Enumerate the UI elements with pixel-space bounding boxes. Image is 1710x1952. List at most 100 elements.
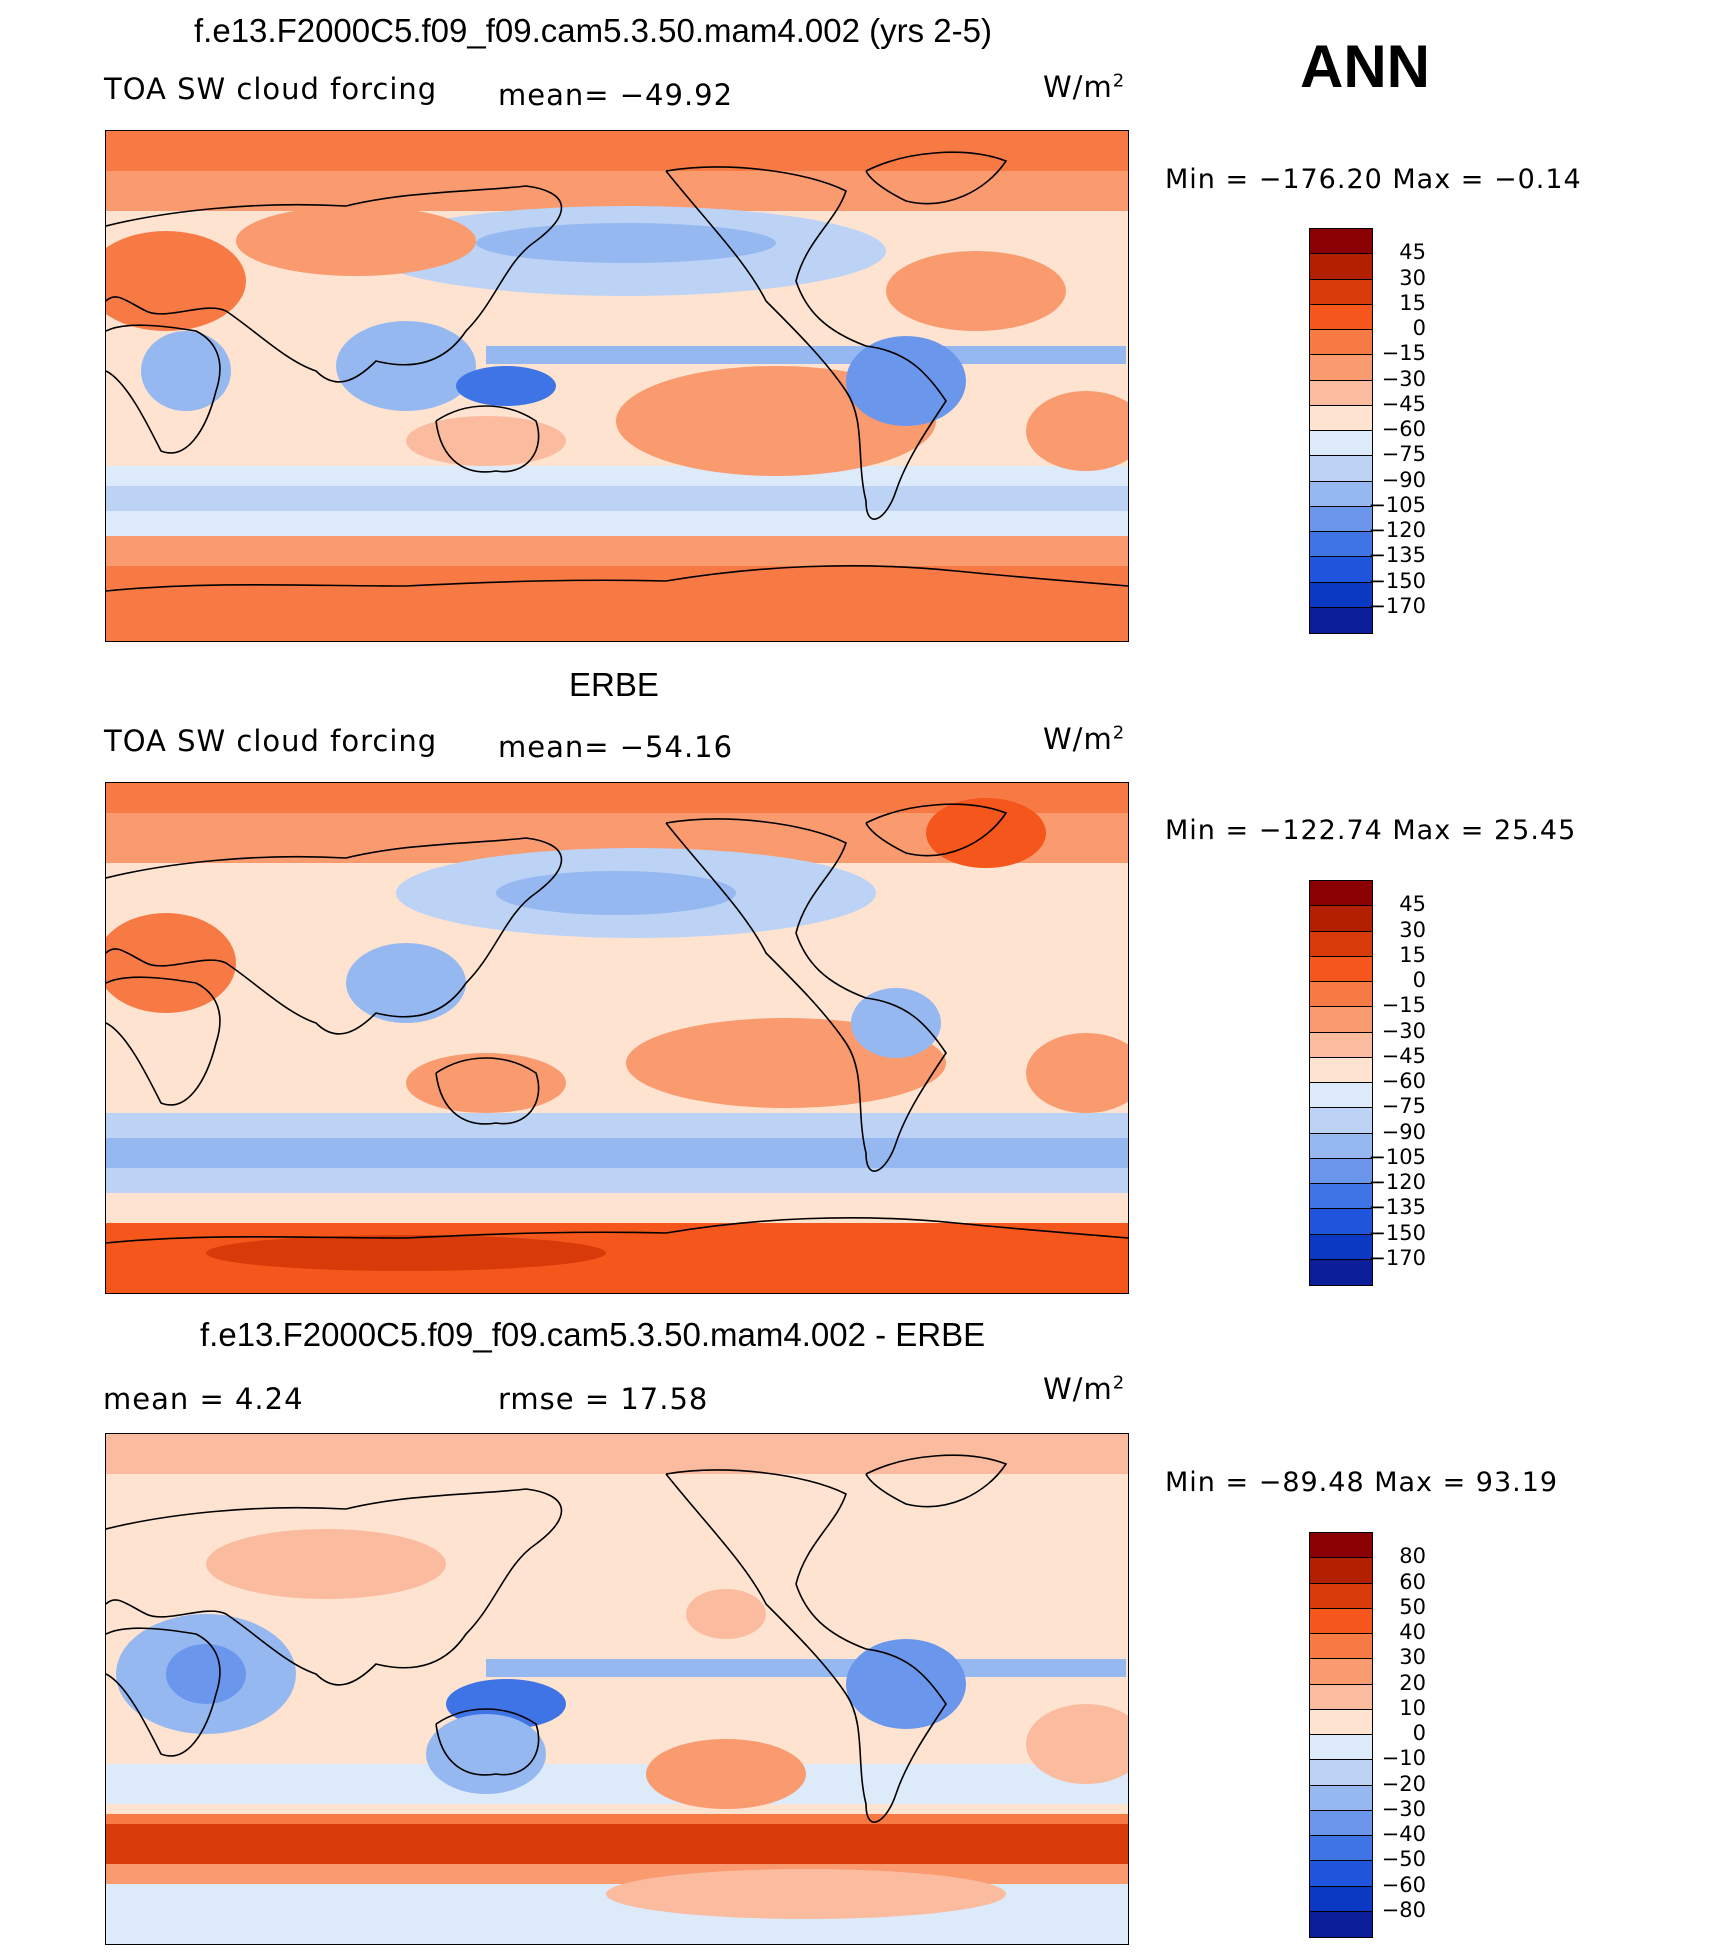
panel3-unit: W/m2 (1043, 1372, 1126, 1406)
colorbar-swatch (1310, 931, 1372, 957)
colorbar-swatch (1310, 982, 1372, 1008)
colorbar-swatch (1310, 1684, 1372, 1710)
colorbar-tick-label: 45 (1399, 892, 1426, 917)
panel1-colorbar (1309, 228, 1373, 634)
panel3-map (105, 1433, 1129, 1945)
colorbar-swatch (1310, 456, 1372, 482)
colorbar-swatch (1310, 1083, 1372, 1109)
panel2-mean: mean= −54.16 (498, 730, 734, 764)
panel3-rmse: rmse = 17.58 (498, 1382, 709, 1416)
colorbar-tick-label: 40 (1399, 1620, 1426, 1644)
panel2-unit: W/m2 (1043, 722, 1126, 756)
colorbar-tick-label: −150 (1368, 568, 1426, 593)
colorbar-tick-label: −135 (1368, 1195, 1426, 1220)
colorbar-swatch (1310, 1234, 1372, 1260)
colorbar-swatch (1310, 1760, 1372, 1786)
colorbar-tick-label: 30 (1399, 1645, 1426, 1670)
colorbar-tick-label: −20 (1381, 1771, 1426, 1796)
colorbar-tick-label: −105 (1368, 492, 1426, 517)
colorbar-tick-label: −45 (1381, 1043, 1426, 1068)
panel3-minmax: Min = −89.48 Max = 93.19 (1165, 1467, 1559, 1498)
colorbar-tick-label: −15 (1381, 993, 1426, 1018)
colorbar-swatch (1310, 1007, 1372, 1033)
colorbar-swatch (1310, 1810, 1372, 1836)
colorbar-tick-label: −150 (1368, 1220, 1426, 1245)
colorbar-tick-label: 60 (1399, 1569, 1426, 1594)
colorbar-swatch (1310, 557, 1372, 583)
panel1-minmax: Min = −176.20 Max = −0.14 (1165, 164, 1582, 195)
panel1-unit: W/m2 (1043, 70, 1126, 104)
panel3-colorbar-swatches (1310, 1533, 1372, 1937)
colorbar-swatch (1310, 1158, 1372, 1184)
colorbar-swatch (1310, 1057, 1372, 1083)
colorbar-swatch (1310, 1886, 1372, 1912)
colorbar-swatch (1310, 1032, 1372, 1058)
colorbar-tick-label: −90 (1381, 1119, 1426, 1144)
colorbar-tick-label: −90 (1381, 467, 1426, 492)
panel3-title: f.e13.F2000C5.f09_f09.cam5.3.50.mam4.002… (200, 1316, 986, 1353)
colorbar-tick-label: −80 (1381, 1897, 1426, 1922)
colorbar-tick-label: −50 (1381, 1847, 1426, 1872)
colorbar-swatch (1310, 1184, 1372, 1210)
colorbar-swatch (1310, 1861, 1372, 1887)
panel1-field-label: TOA SW cloud forcing (104, 72, 438, 106)
colorbar-swatch (1310, 1608, 1372, 1634)
colorbar-tick-label: −60 (1381, 417, 1426, 441)
colorbar-swatch (1310, 1785, 1372, 1811)
colorbar-swatch (1310, 279, 1372, 305)
panel2-map (105, 782, 1129, 1294)
colorbar-tick-label: −30 (1381, 366, 1426, 391)
colorbar-tick-label: −120 (1368, 518, 1426, 542)
season-label: ANN (1300, 33, 1430, 100)
colorbar-swatch (1310, 481, 1372, 507)
colorbar-tick-label: 30 (1399, 917, 1426, 942)
colorbar-tick-label: −40 (1381, 1822, 1426, 1846)
colorbar-swatch (1310, 229, 1372, 255)
colorbar-tick-label: 0 (1412, 1721, 1426, 1745)
panel1-colorbar-swatches (1310, 229, 1372, 633)
colorbar-swatch (1310, 330, 1372, 356)
colorbar-swatch (1310, 506, 1372, 532)
colorbar-tick-label: −60 (1381, 1069, 1426, 1093)
colorbar-tick-label: 80 (1399, 1544, 1426, 1569)
colorbar-swatch (1310, 1259, 1372, 1285)
colorbar-swatch (1310, 304, 1372, 330)
colorbar-tick-label: 0 (1412, 316, 1426, 340)
panel1-map (105, 130, 1129, 642)
colorbar-swatch (1310, 1836, 1372, 1862)
colorbar-swatch (1310, 1558, 1372, 1584)
panel2-title: ERBE (569, 666, 659, 703)
colorbar-swatch (1310, 532, 1372, 558)
colorbar-tick-label: 15 (1399, 290, 1426, 315)
colorbar-swatch (1310, 1583, 1372, 1609)
colorbar-tick-label: −30 (1381, 1018, 1426, 1043)
colorbar-swatch (1310, 1634, 1372, 1660)
colorbar-swatch (1310, 1911, 1372, 1937)
colorbar-swatch (1310, 582, 1372, 608)
colorbar-swatch (1310, 1533, 1372, 1559)
colorbar-tick-label: −45 (1381, 391, 1426, 416)
colorbar-tick-label: −10 (1381, 1746, 1426, 1771)
colorbar-tick-label: −60 (1381, 1872, 1426, 1897)
colorbar-swatch (1310, 1133, 1372, 1159)
colorbar-tick-label: −15 (1381, 341, 1426, 366)
colorbar-tick-label: −135 (1368, 543, 1426, 568)
colorbar-swatch (1310, 405, 1372, 431)
colorbar-tick-label: −170 (1368, 593, 1426, 618)
colorbar-tick-label: −75 (1381, 442, 1426, 467)
panel1-title: f.e13.F2000C5.f09_f09.cam5.3.50.mam4.002… (194, 12, 992, 49)
colorbar-swatch (1310, 254, 1372, 280)
panel1-mean: mean= −49.92 (498, 78, 734, 112)
colorbar-tick-label: −30 (1381, 1796, 1426, 1821)
colorbar-tick-label: 10 (1399, 1695, 1426, 1720)
colorbar-swatch (1310, 1108, 1372, 1134)
colorbar-tick-label: 45 (1399, 240, 1426, 265)
panel3-colorbar (1309, 1532, 1373, 1938)
colorbar-swatch (1310, 1209, 1372, 1235)
colorbar-swatch (1310, 881, 1372, 907)
colorbar-swatch (1310, 906, 1372, 932)
colorbar-swatch (1310, 607, 1372, 633)
colorbar-swatch (1310, 380, 1372, 406)
colorbar-tick-label: −120 (1368, 1170, 1426, 1194)
colorbar-swatch (1310, 1659, 1372, 1685)
